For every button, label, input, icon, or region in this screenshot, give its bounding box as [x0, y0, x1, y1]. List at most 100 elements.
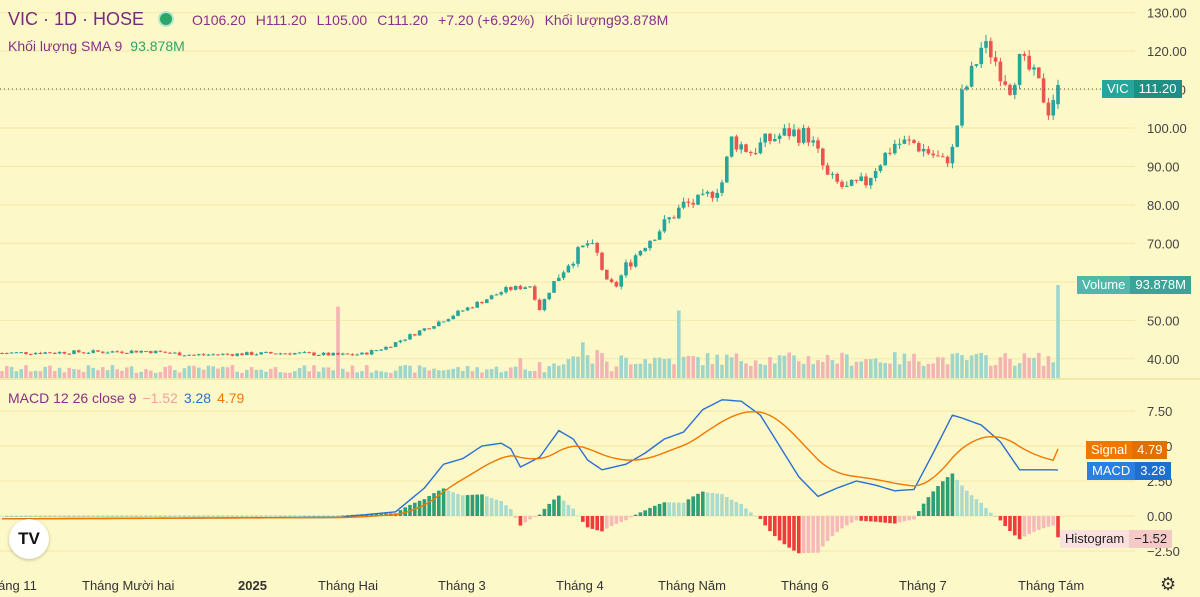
- volume-bar: [849, 365, 854, 378]
- histogram-bar: [403, 507, 407, 516]
- price-tick: 100.00: [1147, 121, 1187, 136]
- volume-bar: [293, 371, 297, 378]
- time-tick: Tháng Hai: [318, 578, 378, 593]
- tradingview-logo-icon[interactable]: TV: [9, 519, 49, 559]
- histogram-bar: [581, 516, 585, 522]
- candle-body: [345, 353, 350, 355]
- histogram-bar: [494, 499, 499, 516]
- volume-bar: [672, 364, 676, 378]
- candle-body: [182, 355, 187, 357]
- candle-body: [811, 140, 815, 143]
- change-value: +7.20 (+6.92%): [438, 12, 535, 28]
- volume-bar: [317, 371, 321, 378]
- volume-bar: [9, 366, 14, 378]
- volume-bar: [955, 353, 959, 378]
- candle-body: [686, 201, 691, 203]
- volume-bar: [14, 371, 19, 378]
- candle-body: [9, 352, 14, 354]
- price-tick: 120.00: [1147, 44, 1187, 59]
- candle-body: [129, 350, 134, 354]
- volume-bar: [681, 356, 686, 378]
- volume-bar: [456, 367, 460, 378]
- volume-bar: [120, 370, 124, 378]
- histogram-bar: [893, 516, 897, 524]
- histogram-bar: [475, 494, 479, 516]
- time-tick: áng 11: [0, 578, 37, 593]
- histogram-bar: [1046, 516, 1051, 527]
- candle-body: [1027, 55, 1031, 70]
- volume-bar: [883, 363, 887, 378]
- candle-body: [14, 352, 19, 354]
- histogram-bar: [513, 516, 518, 518]
- candle-body: [600, 252, 604, 270]
- candle-body: [566, 265, 571, 273]
- candle-body: [96, 350, 100, 352]
- macd-tag-name: MACD: [1087, 462, 1136, 480]
- histogram-bar: [230, 515, 235, 517]
- close-value: C111.20: [377, 12, 429, 28]
- histogram-bar: [432, 493, 436, 516]
- volume-bar: [701, 365, 705, 378]
- candle-body: [153, 350, 158, 354]
- volume-bar: [528, 371, 532, 378]
- histogram-bar: [566, 504, 571, 516]
- volume-bar: [830, 360, 835, 378]
- histogram-bar: [1013, 516, 1017, 536]
- volume-bar: [720, 364, 724, 378]
- volume-bar: [653, 357, 657, 378]
- candle-body: [365, 352, 369, 355]
- volume-bar: [792, 355, 796, 378]
- volume-bar: [163, 366, 167, 378]
- volume-bar: [393, 370, 398, 378]
- histogram-bar: [624, 516, 628, 521]
- candle-body: [979, 47, 983, 65]
- gear-icon[interactable]: ⚙: [1160, 574, 1177, 594]
- histogram-bar: [878, 516, 883, 523]
- histogram-bar: [945, 477, 950, 516]
- candle-body: [33, 352, 38, 355]
- volume-bar: [345, 371, 350, 378]
- histogram-bar: [547, 503, 551, 516]
- macd-legend[interactable]: MACD 12 26 close 9 −1.52 3.28 4.79: [8, 390, 244, 406]
- candle-body: [547, 292, 551, 300]
- volume-bar: [288, 372, 292, 378]
- histogram-bar: [897, 516, 902, 523]
- candle-body: [888, 152, 892, 154]
- volume-bar: [777, 355, 782, 378]
- candle-body: [413, 334, 417, 336]
- symbol-title[interactable]: VIC · 1D · HOSE: [8, 9, 145, 29]
- candle-body: [907, 139, 911, 141]
- volume-bar: [998, 357, 1003, 378]
- volume-bar: [801, 363, 806, 378]
- volume-bar: [129, 366, 134, 378]
- histogram-bar: [206, 515, 211, 517]
- histogram-bar: [533, 516, 537, 517]
- volume-bar: [926, 363, 931, 378]
- candle-body: [192, 354, 196, 356]
- candle-body: [696, 194, 700, 205]
- volume-bar: [134, 372, 139, 378]
- histogram-bar: [461, 495, 465, 516]
- high-value: H111.20: [255, 12, 307, 28]
- volume-bar: [773, 363, 777, 378]
- histogram-bar: [120, 515, 124, 517]
- histogram-bar: [374, 513, 379, 516]
- histogram-bar: [110, 515, 115, 517]
- candle-body: [864, 176, 868, 186]
- histogram-bar: [101, 515, 105, 517]
- histogram-bar: [782, 516, 787, 545]
- histogram-bar: [936, 486, 940, 516]
- sma-legend[interactable]: Khối lượng SMA 9 93.878M: [8, 38, 185, 54]
- histogram-bar: [1017, 516, 1022, 540]
- histogram-bar: [168, 515, 172, 517]
- histogram-bar: [1027, 516, 1031, 534]
- volume-bar: [158, 372, 163, 378]
- histogram-bar: [53, 515, 57, 517]
- histogram-bar: [456, 493, 460, 516]
- candle-body: [480, 301, 484, 304]
- histogram-bar: [307, 515, 311, 517]
- volume-bar: [101, 367, 105, 378]
- candle-body: [773, 138, 777, 142]
- candle-body: [797, 129, 801, 143]
